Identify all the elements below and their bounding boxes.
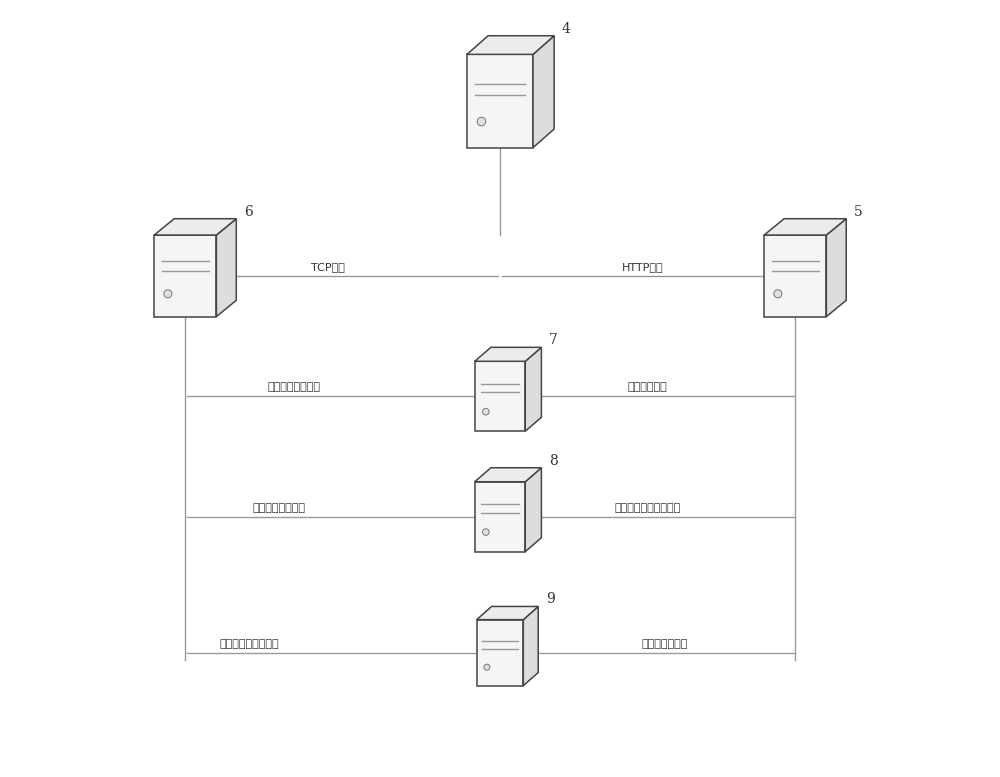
Circle shape: [164, 290, 172, 298]
Polygon shape: [525, 347, 541, 431]
Polygon shape: [764, 219, 846, 235]
Polygon shape: [475, 347, 541, 361]
Text: 5: 5: [854, 204, 863, 219]
Text: 9: 9: [546, 592, 555, 606]
Polygon shape: [154, 235, 216, 317]
Polygon shape: [525, 468, 541, 552]
Text: HTTP代理: HTTP代理: [621, 262, 663, 272]
Polygon shape: [764, 235, 826, 317]
Polygon shape: [523, 606, 538, 686]
Circle shape: [484, 664, 490, 671]
Circle shape: [483, 409, 489, 415]
Polygon shape: [477, 606, 538, 620]
Polygon shape: [826, 219, 846, 317]
Text: 本地应用服务注册: 本地应用服务注册: [268, 382, 321, 392]
Polygon shape: [475, 482, 525, 552]
Polygon shape: [467, 54, 533, 148]
Text: 用户状态数据缓存: 用户状态数据缓存: [252, 503, 305, 513]
Polygon shape: [467, 36, 554, 54]
Polygon shape: [475, 468, 541, 482]
Polygon shape: [216, 219, 236, 317]
Circle shape: [774, 290, 782, 298]
Polygon shape: [154, 219, 236, 235]
Text: 本地应用数据持久化: 本地应用数据持久化: [220, 639, 280, 649]
Text: 业务数据持久化: 业务数据持久化: [642, 639, 688, 649]
Circle shape: [483, 529, 489, 535]
Text: 6: 6: [244, 204, 253, 219]
Text: TCP代理: TCP代理: [311, 262, 344, 272]
Text: 8: 8: [549, 454, 558, 468]
Text: 用户登录会话数据缓存: 用户登录会话数据缓存: [615, 503, 681, 513]
Polygon shape: [475, 361, 525, 431]
Text: 登录服务注册: 登录服务注册: [628, 382, 668, 392]
Polygon shape: [533, 36, 554, 148]
Circle shape: [477, 117, 486, 126]
Text: 7: 7: [549, 333, 558, 347]
Polygon shape: [477, 620, 523, 686]
Text: 4: 4: [562, 22, 571, 36]
